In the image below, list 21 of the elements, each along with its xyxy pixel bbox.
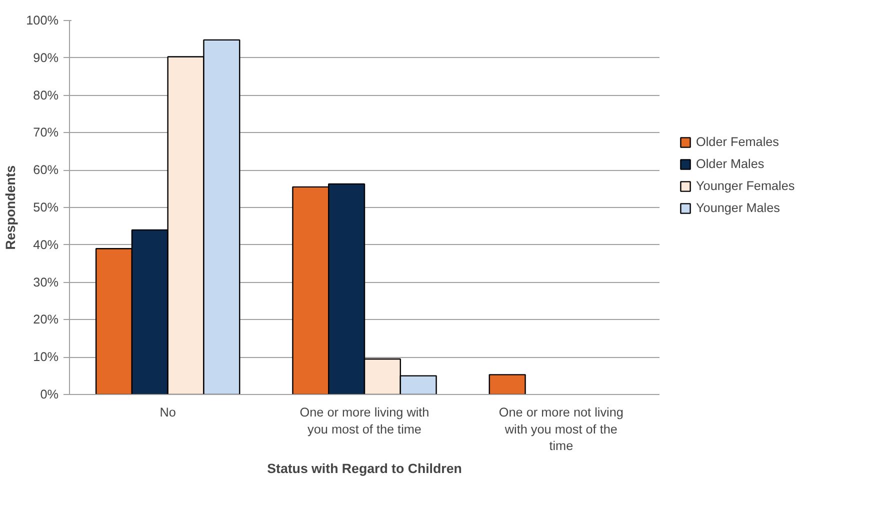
y-tick-label: 30% xyxy=(33,275,59,290)
legend-label: Younger Females xyxy=(696,178,795,192)
y-tick-label: 70% xyxy=(33,126,59,140)
y-tick-label: 20% xyxy=(33,312,59,327)
x-axis-title: Status with Regard to Children xyxy=(267,461,462,476)
bar xyxy=(488,374,526,394)
y-tick-label: 40% xyxy=(33,238,59,252)
x-tick-label: No xyxy=(160,406,176,420)
x-tick-label: One or more not living with you most of the time xyxy=(498,406,624,454)
y-tick-label: 100% xyxy=(26,14,59,28)
legend-label: Younger Males xyxy=(696,200,780,214)
y-tick-label: 0% xyxy=(40,388,59,402)
y-tick-label: 50% xyxy=(33,200,59,214)
y-tick-label: 60% xyxy=(33,163,59,178)
legend-label: Older Males xyxy=(696,156,764,170)
x-tick-label: One or more living with you most of the time xyxy=(300,406,430,436)
y-axis-title: Respondents xyxy=(3,165,18,250)
y-tick-label: 10% xyxy=(33,350,59,364)
y-tick-label: 80% xyxy=(33,88,59,102)
legend-label: Older Females xyxy=(696,134,779,148)
y-tick-label: 90% xyxy=(33,50,59,65)
